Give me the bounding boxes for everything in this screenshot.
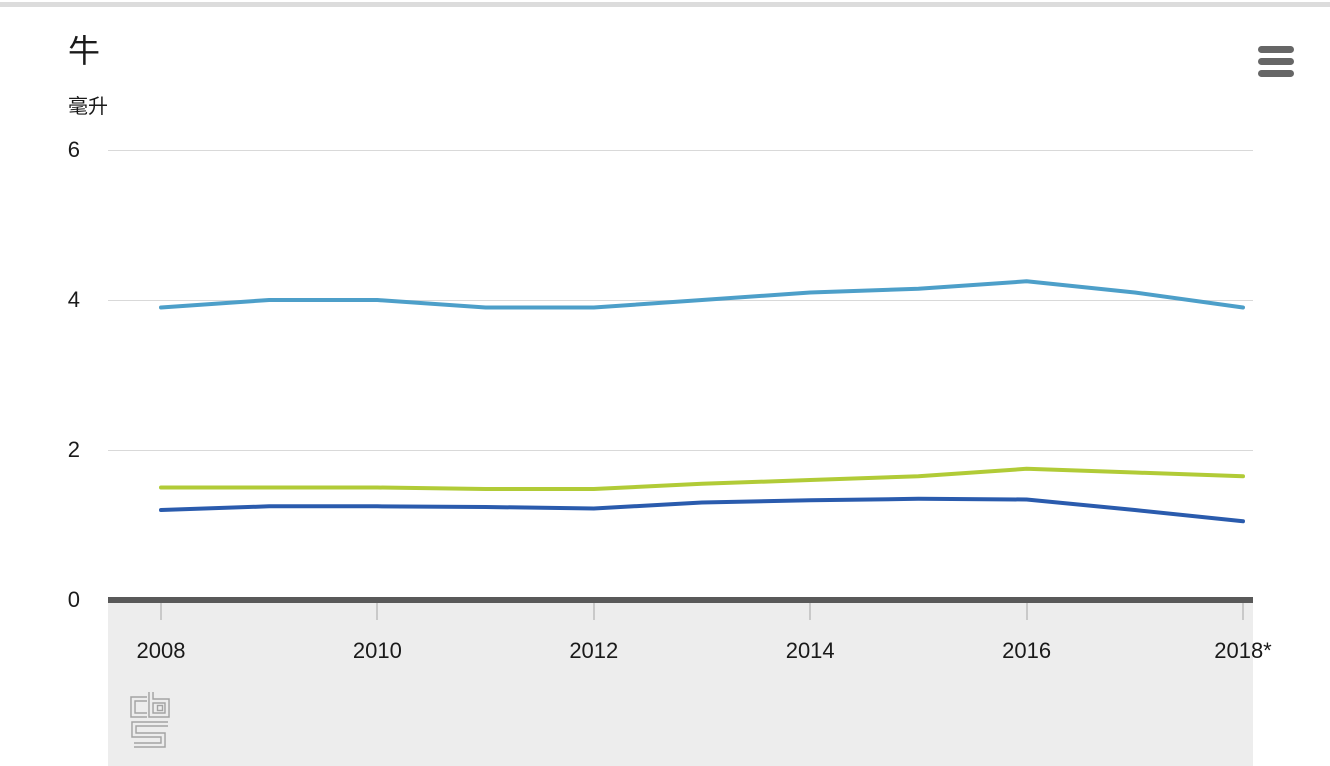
y-axis-tick-label: 4: [67, 287, 80, 312]
y-axis-tick-label: 2: [67, 437, 80, 462]
x-axis-tick-label: 2014: [785, 638, 835, 663]
x-axis-tick: [160, 603, 162, 620]
series-dark-blue-line[interactable]: [159, 496, 1245, 524]
x-axis-tick: [1025, 603, 1028, 620]
chart-title: 牛: [68, 33, 101, 69]
y-gridline: [108, 149, 1253, 151]
chart-context-menu-button[interactable]: [1254, 41, 1300, 81]
hamburger-bar: [1258, 69, 1294, 77]
x-axis-tick: [592, 603, 595, 620]
cbs-logo: [130, 692, 170, 748]
hamburger-bar: [1258, 45, 1294, 53]
x-axis-tick: [809, 603, 812, 620]
hamburger-menu-icon: [1258, 45, 1296, 77]
hamburger-bar: [1258, 57, 1294, 65]
page-top-border: [0, 2, 1330, 7]
x-axis-tick-label: 2008: [136, 638, 186, 663]
x-axis-tick: [1242, 603, 1244, 620]
y-axis-tick-label: 0: [67, 587, 80, 612]
x-axis-tick-label: 2018*: [1214, 638, 1272, 663]
x-axis-line: [108, 597, 1253, 603]
x-axis-tick-label: 2010: [352, 638, 402, 663]
y-gridline: [108, 449, 1253, 451]
x-axis-tick: [376, 603, 379, 620]
series-green-line[interactable]: [159, 466, 1245, 491]
y-axis-tick-label: 6: [67, 137, 80, 162]
series-light-blue-line[interactable]: [159, 279, 1245, 310]
x-axis-tick-label: 2012: [569, 638, 619, 663]
x-axis-tick-label: 2016: [1002, 638, 1052, 663]
x-axis-band: [108, 603, 1253, 766]
chart-unit-label: 毫升: [68, 96, 108, 118]
